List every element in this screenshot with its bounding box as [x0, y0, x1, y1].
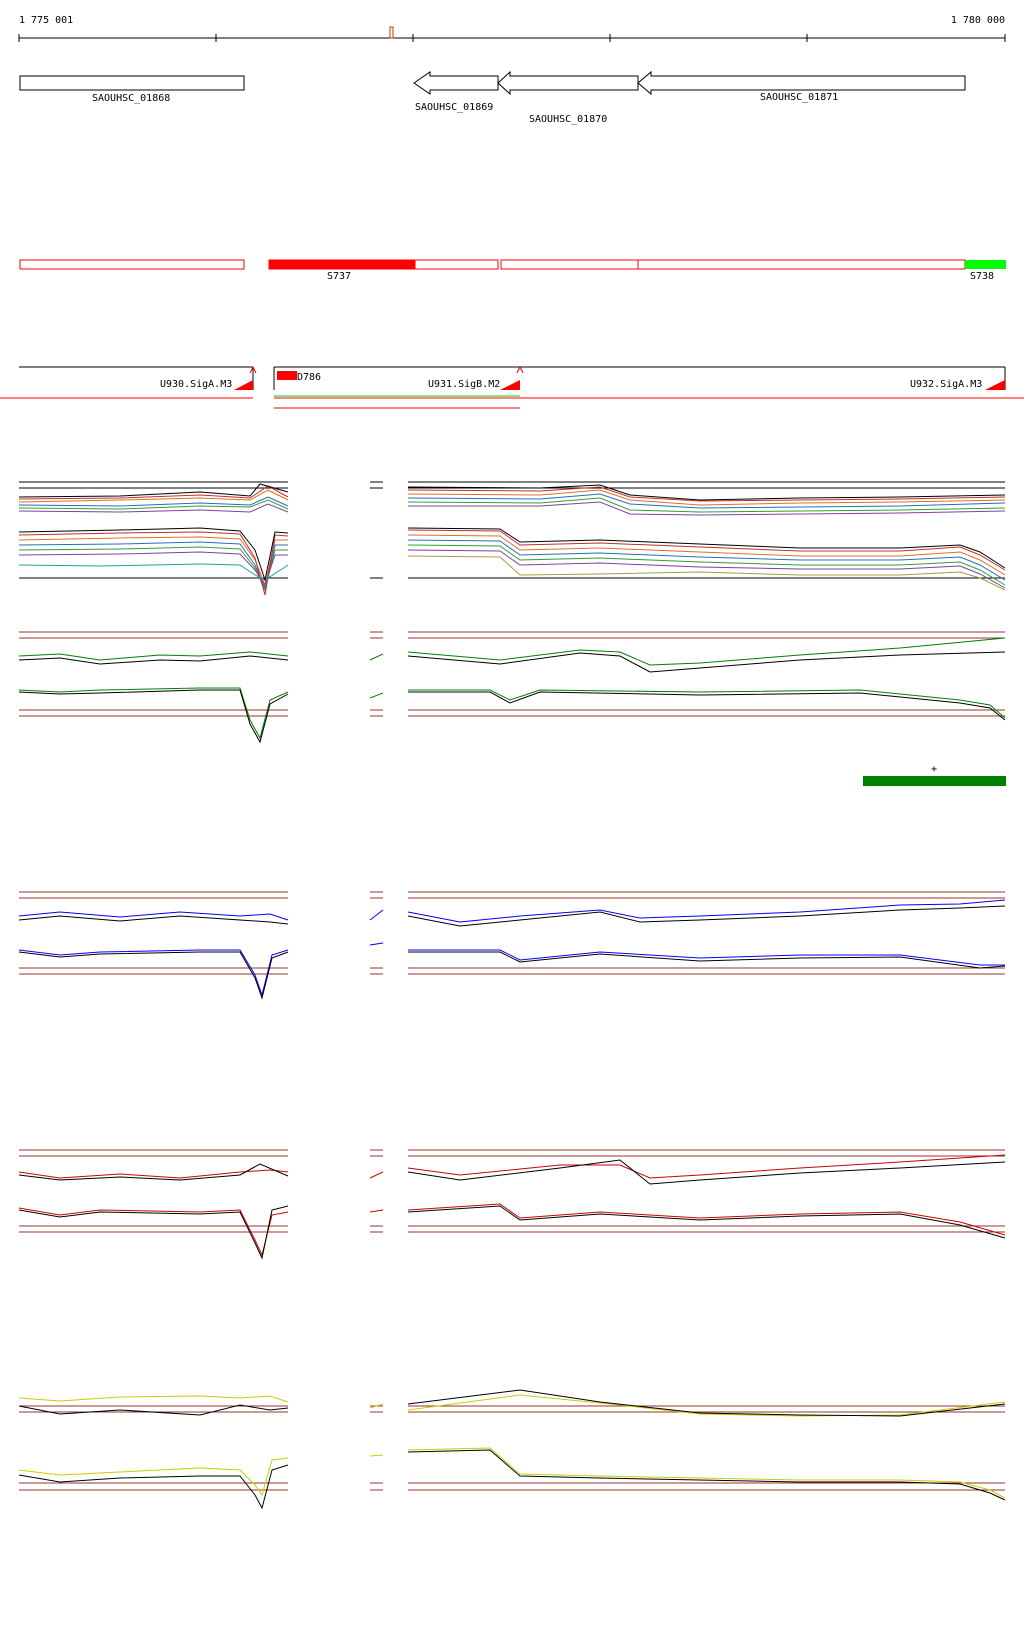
ruler-end-label: 1 780 000	[951, 15, 1005, 26]
expression-track-yellow	[18, 1389, 1006, 1510]
ruler-position-marker	[389, 26, 394, 39]
segment-S738[interactable]	[965, 260, 1006, 269]
gene-label: SAOUHSC_01868	[92, 93, 170, 104]
tu-label-U930: U930.SigA.M3	[160, 379, 232, 390]
gene-SAOUHSC_01869[interactable]: SAOUHSC_01869	[413, 71, 499, 113]
gene-SAOUHSC_01870[interactable]: SAOUHSC_01870	[497, 70, 639, 125]
tu-label-U931: U931.SigB.M2	[428, 379, 500, 390]
expression-track-blue	[18, 891, 1006, 1000]
region-marker[interactable]: +	[863, 764, 1006, 786]
gene-label: SAOUHSC_01871	[760, 92, 838, 103]
segment-track: S737 S738	[19, 259, 1006, 282]
gene-SAOUHSC_01868[interactable]: SAOUHSC_01868	[19, 75, 245, 104]
expression-track-red	[18, 1149, 1006, 1260]
gene-label: SAOUHSC_01869	[415, 102, 493, 113]
transcription-unit-track: D786 U930.SigA.M3 U931.SigB.M2 U932.SigA…	[0, 365, 1024, 409]
gene-SAOUHSC_01871[interactable]: SAOUHSC_01871	[637, 70, 966, 103]
marker-label: +	[931, 764, 937, 775]
segment-S737[interactable]	[268, 259, 416, 270]
tu-label-U932: U932.SigA.M3	[910, 379, 982, 390]
ruler-start-label: 1 775 001	[19, 15, 73, 26]
coordinate-ruler: 1 775 001 1 780 000	[18, 15, 1006, 42]
expression-track-green	[18, 631, 1006, 744]
tu-label-D786: D786	[297, 372, 321, 383]
expression-track-all	[18, 481, 1006, 596]
transcription-unit-D786[interactable]	[277, 371, 297, 380]
gene-label: SAOUHSC_01870	[529, 114, 607, 125]
gene-track: SAOUHSC_01868 SAOUHSC_01869 SAOUHSC_0187…	[19, 70, 966, 125]
segment-label-S737: S737	[327, 271, 351, 282]
segment-label-S738: S738	[970, 271, 994, 282]
